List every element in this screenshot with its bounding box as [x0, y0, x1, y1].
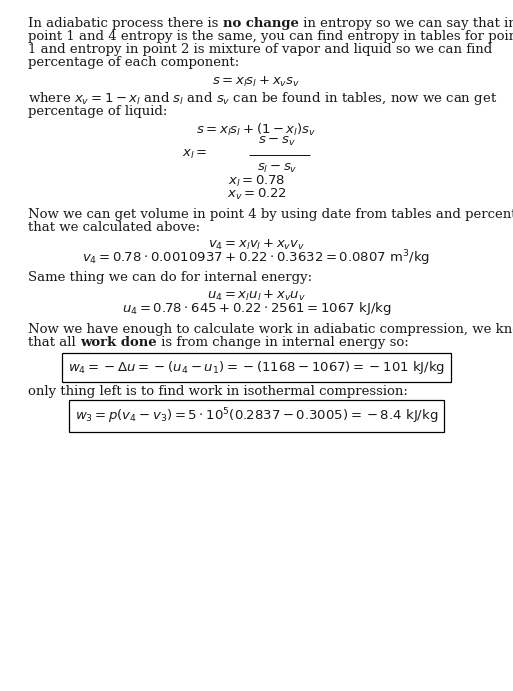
- Text: is from change in internal energy so:: is from change in internal energy so:: [157, 337, 408, 349]
- Text: In adiabatic process there is: In adiabatic process there is: [28, 17, 223, 30]
- Text: only thing left is to find work in isothermal compression:: only thing left is to find work in isoth…: [28, 386, 408, 398]
- Text: percentage of liquid:: percentage of liquid:: [28, 106, 168, 118]
- Text: $s - s_v$: $s - s_v$: [258, 135, 296, 147]
- Text: $x_l = 0.78$: $x_l = 0.78$: [228, 174, 285, 189]
- Text: that all: that all: [28, 337, 80, 349]
- Text: $w_3 = p(v_4 - v_3) = 5 \cdot 10^5(0.2837 - 0.3005) = -8.4\ \mathrm{kJ/kg}$: $w_3 = p(v_4 - v_3) = 5 \cdot 10^5(0.283…: [75, 406, 438, 426]
- Text: $w_4 = -\Delta u = -(u_4 - u_1) = -(1168 - 1067) = -101\ \mathrm{kJ/kg}$: $w_4 = -\Delta u = -(u_4 - u_1) = -(1168…: [68, 359, 445, 376]
- Text: where $x_v = 1 - x_l$ and $s_l$ and $s_v$ can be found in tables, now we can get: where $x_v = 1 - x_l$ and $s_l$ and $s_v…: [28, 91, 498, 107]
- Text: point 1 and 4 entropy is the same, you can find entropy in tables for point: point 1 and 4 entropy is the same, you c…: [28, 30, 513, 43]
- Text: work done: work done: [80, 337, 157, 349]
- Text: 1 and entropy in point 2 is mixture of vapor and liquid so we can find: 1 and entropy in point 2 is mixture of v…: [28, 44, 492, 56]
- Text: $v_4 = x_lv_l + x_vv_v$: $v_4 = x_lv_l + x_vv_v$: [208, 238, 305, 252]
- Text: Same thing we can do for internal energy:: Same thing we can do for internal energy…: [28, 272, 312, 284]
- Text: Now we have enough to calculate work in adiabatic compression, we know: Now we have enough to calculate work in …: [28, 323, 513, 336]
- Text: $u_4 = x_lu_l + x_vu_v$: $u_4 = x_lu_l + x_vu_v$: [207, 289, 306, 303]
- Text: Now we can get volume in point 4 by using date from tables and percentage: Now we can get volume in point 4 by usin…: [28, 208, 513, 220]
- Text: $s = x_ls_l + x_vs_v$: $s = x_ls_l + x_vs_v$: [212, 75, 301, 88]
- Text: $x_l =$: $x_l =$: [182, 149, 208, 161]
- Text: no change: no change: [223, 17, 299, 30]
- Text: $v_4 = 0.78 \cdot 0.0010937 + 0.22 \cdot 0.3632 = 0.0807\ \mathrm{m^3/kg}$: $v_4 = 0.78 \cdot 0.0010937 + 0.22 \cdot…: [83, 249, 430, 268]
- Text: that we calculated above:: that we calculated above:: [28, 221, 201, 234]
- Text: $s_l - s_v$: $s_l - s_v$: [256, 162, 298, 175]
- Text: percentage of each component:: percentage of each component:: [28, 57, 240, 69]
- Text: $x_v = 0.22$: $x_v = 0.22$: [227, 187, 286, 202]
- Text: $s = x_ls_l + (1 - x_l)s_v$: $s = x_ls_l + (1 - x_l)s_v$: [196, 122, 317, 138]
- Text: $u_4 = 0.78 \cdot 645 + 0.22 \cdot 2561 = 1067\ \mathrm{kJ/kg}$: $u_4 = 0.78 \cdot 645 + 0.22 \cdot 2561 …: [122, 301, 391, 317]
- Text: in entropy so we can say that in: in entropy so we can say that in: [299, 17, 513, 30]
